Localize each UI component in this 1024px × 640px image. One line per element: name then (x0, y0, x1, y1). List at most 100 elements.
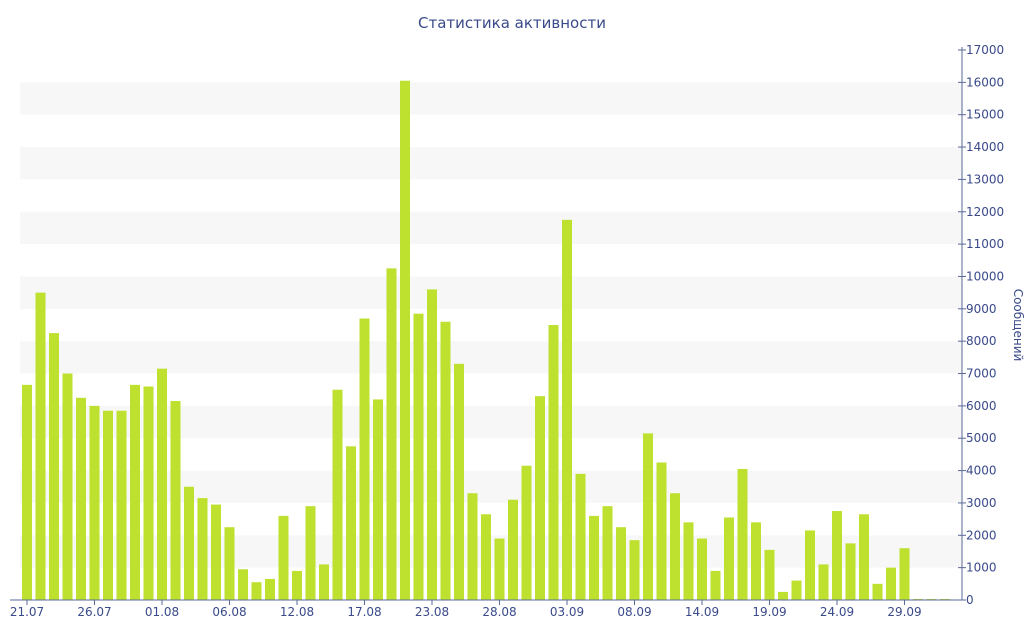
y-tick-label: 15000 (966, 108, 1004, 122)
bar[interactable] (832, 511, 842, 600)
bar[interactable] (697, 538, 707, 600)
bar[interactable] (89, 405, 100, 600)
bar[interactable] (535, 396, 545, 600)
bar[interactable] (508, 499, 518, 600)
bar[interactable] (791, 580, 802, 600)
bar[interactable] (481, 514, 491, 600)
y-tick-label: 7000 (966, 367, 997, 381)
x-tick-label: 01.08 (145, 605, 179, 619)
bar[interactable] (116, 410, 127, 600)
bar[interactable] (373, 399, 383, 600)
bar[interactable] (184, 486, 194, 600)
bar[interactable] (251, 582, 262, 600)
bar[interactable] (238, 569, 248, 600)
bar[interactable] (886, 567, 896, 600)
bar[interactable] (724, 517, 734, 601)
y-tick-label: 6000 (966, 399, 997, 413)
grid-band (20, 276, 962, 309)
x-tick-label: 12.08 (280, 605, 314, 619)
bar[interactable] (467, 493, 478, 600)
bar[interactable] (454, 363, 464, 600)
bar[interactable] (845, 543, 856, 600)
bar[interactable] (494, 538, 505, 600)
x-tick-label: 28.08 (482, 605, 516, 619)
bar[interactable] (211, 504, 221, 600)
y-tick-label: 12000 (966, 205, 1004, 219)
bar[interactable] (197, 498, 208, 600)
bar[interactable] (859, 514, 869, 600)
bar[interactable] (103, 410, 113, 600)
bar[interactable] (805, 530, 815, 600)
x-tick-label: 23.08 (415, 605, 449, 619)
y-tick-label: 5000 (966, 431, 997, 445)
bar[interactable] (764, 549, 775, 600)
bar[interactable] (656, 462, 667, 601)
y-tick-label: 16000 (966, 75, 1004, 89)
y-tick-label: 8000 (966, 334, 997, 348)
bar[interactable] (575, 473, 586, 600)
x-tick-label: 21.07 (10, 605, 44, 619)
bar[interactable] (359, 318, 370, 600)
x-tick-label: 26.07 (77, 605, 111, 619)
y-tick-label: 3000 (966, 496, 997, 510)
bar[interactable] (278, 515, 289, 600)
x-tick-label: 08.09 (617, 605, 651, 619)
bar[interactable] (751, 522, 761, 600)
bar[interactable] (332, 389, 343, 600)
bar[interactable] (521, 465, 532, 600)
y-tick-label: 17000 (966, 43, 1004, 57)
bar[interactable] (346, 446, 356, 600)
grid-band (20, 82, 962, 115)
bar[interactable] (76, 397, 86, 600)
x-tick-label: 17.08 (347, 605, 381, 619)
bar[interactable] (710, 570, 721, 600)
x-tick-label: 24.09 (820, 605, 854, 619)
bar[interactable] (872, 583, 883, 600)
bar[interactable] (130, 384, 140, 600)
x-axis-ticks: 21.07 26.07 01.08 06.08 12.08 17.08 23.08 28.08… (10, 600, 922, 619)
bar[interactable] (602, 506, 613, 600)
bar[interactable] (562, 219, 572, 600)
bar[interactable] (22, 384, 32, 600)
bar[interactable] (643, 433, 653, 600)
x-tick-label: 06.08 (212, 605, 246, 619)
bar[interactable] (386, 268, 397, 600)
x-tick-label: 29.09 (887, 605, 921, 619)
bar[interactable] (589, 515, 599, 600)
bar[interactable] (35, 292, 46, 600)
bar[interactable] (548, 325, 559, 600)
bar[interactable] (440, 321, 451, 600)
bar[interactable] (778, 591, 788, 600)
y-tick-label: 14000 (966, 140, 1004, 154)
bar[interactable] (400, 80, 410, 600)
bar[interactable] (818, 564, 829, 600)
y-tick-label: 2000 (966, 528, 997, 542)
bar[interactable] (49, 333, 59, 600)
bar[interactable] (143, 386, 154, 600)
bar[interactable] (292, 570, 302, 600)
bar[interactable] (683, 522, 694, 600)
bar[interactable] (157, 368, 167, 600)
y-axis-title: Сообщений (1011, 289, 1024, 362)
axes (10, 47, 963, 601)
y-tick-label: 10000 (966, 269, 1004, 283)
bar[interactable] (170, 401, 181, 600)
bar[interactable] (737, 468, 748, 600)
y-tick-label: 4000 (966, 464, 997, 478)
bar[interactable] (616, 527, 626, 600)
bar[interactable] (629, 540, 640, 600)
grid-band (20, 211, 962, 245)
bar[interactable] (62, 373, 73, 600)
bar[interactable] (319, 564, 329, 600)
bar[interactable] (899, 548, 910, 600)
bar[interactable] (305, 506, 316, 600)
y-tick-label: 1000 (966, 561, 997, 575)
bars (22, 80, 950, 601)
bar[interactable] (670, 493, 680, 600)
y-tick-label: 13000 (966, 172, 1004, 186)
bar[interactable] (265, 578, 275, 600)
bar[interactable] (413, 313, 424, 600)
bar[interactable] (224, 527, 235, 600)
bar[interactable] (427, 289, 437, 600)
